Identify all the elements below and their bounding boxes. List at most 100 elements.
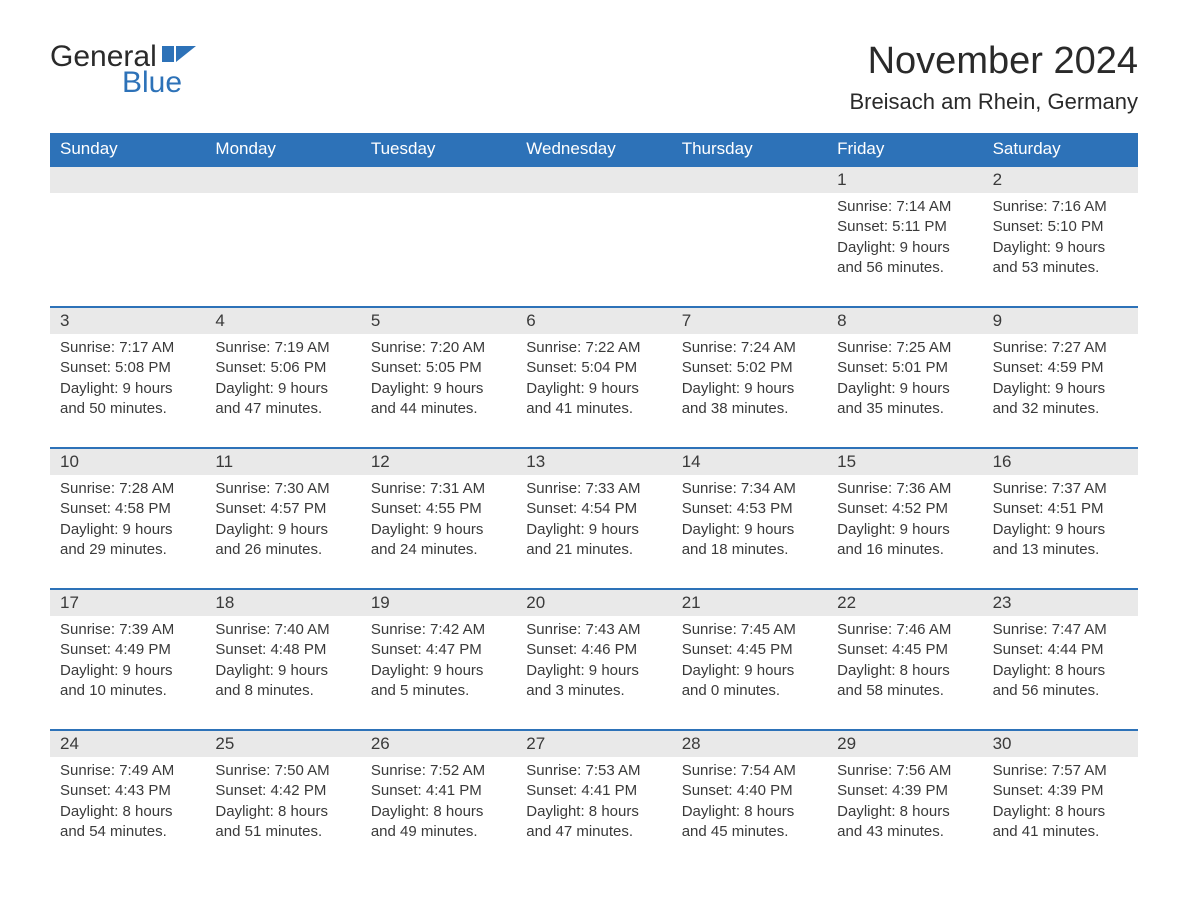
daylight-line: Daylight: 9 hours and 0 minutes. xyxy=(682,661,817,702)
day-cell: 22Sunrise: 7:46 AMSunset: 4:45 PMDayligh… xyxy=(827,590,982,729)
day-cell: 9Sunrise: 7:27 AMSunset: 4:59 PMDaylight… xyxy=(983,308,1138,447)
daylight-line: Daylight: 9 hours and 13 minutes. xyxy=(993,520,1128,561)
day-cell xyxy=(516,167,671,306)
sunrise-line: Sunrise: 7:50 AM xyxy=(215,761,350,781)
day-number: 29 xyxy=(827,731,982,757)
sunrise-line: Sunrise: 7:20 AM xyxy=(371,338,506,358)
day-content: Sunrise: 7:43 AMSunset: 4:46 PMDaylight:… xyxy=(516,616,671,701)
sunset-line: Sunset: 4:42 PM xyxy=(215,781,350,801)
daylight-line: Daylight: 9 hours and 32 minutes. xyxy=(993,379,1128,420)
day-cell: 25Sunrise: 7:50 AMSunset: 4:42 PMDayligh… xyxy=(205,731,360,870)
day-number: 5 xyxy=(361,308,516,334)
day-cell: 19Sunrise: 7:42 AMSunset: 4:47 PMDayligh… xyxy=(361,590,516,729)
calendar: SundayMondayTuesdayWednesdayThursdayFrid… xyxy=(50,133,1138,870)
daylight-line: Daylight: 8 hours and 58 minutes. xyxy=(837,661,972,702)
sunrise-line: Sunrise: 7:39 AM xyxy=(60,620,195,640)
sunrise-line: Sunrise: 7:40 AM xyxy=(215,620,350,640)
daylight-line: Daylight: 8 hours and 47 minutes. xyxy=(526,802,661,843)
day-content: Sunrise: 7:52 AMSunset: 4:41 PMDaylight:… xyxy=(361,757,516,842)
sunrise-line: Sunrise: 7:14 AM xyxy=(837,197,972,217)
sunset-line: Sunset: 5:10 PM xyxy=(993,217,1128,237)
daylight-line: Daylight: 9 hours and 18 minutes. xyxy=(682,520,817,561)
sunrise-line: Sunrise: 7:45 AM xyxy=(682,620,817,640)
day-number: 9 xyxy=(983,308,1138,334)
sunrise-line: Sunrise: 7:36 AM xyxy=(837,479,972,499)
day-number: 12 xyxy=(361,449,516,475)
day-cell xyxy=(50,167,205,306)
day-number xyxy=(361,167,516,193)
day-content: Sunrise: 7:50 AMSunset: 4:42 PMDaylight:… xyxy=(205,757,360,842)
sunset-line: Sunset: 4:43 PM xyxy=(60,781,195,801)
week-row: 24Sunrise: 7:49 AMSunset: 4:43 PMDayligh… xyxy=(50,729,1138,870)
daylight-line: Daylight: 8 hours and 41 minutes. xyxy=(993,802,1128,843)
day-number: 19 xyxy=(361,590,516,616)
day-content: Sunrise: 7:20 AMSunset: 5:05 PMDaylight:… xyxy=(361,334,516,419)
day-content: Sunrise: 7:40 AMSunset: 4:48 PMDaylight:… xyxy=(205,616,360,701)
day-number: 30 xyxy=(983,731,1138,757)
day-cell: 23Sunrise: 7:47 AMSunset: 4:44 PMDayligh… xyxy=(983,590,1138,729)
daylight-line: Daylight: 8 hours and 56 minutes. xyxy=(993,661,1128,702)
daylight-line: Daylight: 9 hours and 10 minutes. xyxy=(60,661,195,702)
day-cell: 8Sunrise: 7:25 AMSunset: 5:01 PMDaylight… xyxy=(827,308,982,447)
sunrise-line: Sunrise: 7:30 AM xyxy=(215,479,350,499)
day-cell: 6Sunrise: 7:22 AMSunset: 5:04 PMDaylight… xyxy=(516,308,671,447)
sunrise-line: Sunrise: 7:24 AM xyxy=(682,338,817,358)
day-number: 25 xyxy=(205,731,360,757)
sunset-line: Sunset: 4:49 PM xyxy=(60,640,195,660)
sunrise-line: Sunrise: 7:34 AM xyxy=(682,479,817,499)
sunset-line: Sunset: 4:54 PM xyxy=(526,499,661,519)
day-cell: 28Sunrise: 7:54 AMSunset: 4:40 PMDayligh… xyxy=(672,731,827,870)
daylight-line: Daylight: 8 hours and 54 minutes. xyxy=(60,802,195,843)
sunset-line: Sunset: 5:08 PM xyxy=(60,358,195,378)
sunrise-line: Sunrise: 7:37 AM xyxy=(993,479,1128,499)
sunset-line: Sunset: 4:58 PM xyxy=(60,499,195,519)
weekday-header: Tuesday xyxy=(361,133,516,165)
day-number: 7 xyxy=(672,308,827,334)
day-number: 10 xyxy=(50,449,205,475)
sunset-line: Sunset: 4:46 PM xyxy=(526,640,661,660)
daylight-line: Daylight: 9 hours and 29 minutes. xyxy=(60,520,195,561)
daylight-line: Daylight: 9 hours and 24 minutes. xyxy=(371,520,506,561)
day-content: Sunrise: 7:27 AMSunset: 4:59 PMDaylight:… xyxy=(983,334,1138,419)
day-number: 4 xyxy=(205,308,360,334)
day-cell: 13Sunrise: 7:33 AMSunset: 4:54 PMDayligh… xyxy=(516,449,671,588)
day-number: 17 xyxy=(50,590,205,616)
day-cell: 1Sunrise: 7:14 AMSunset: 5:11 PMDaylight… xyxy=(827,167,982,306)
day-number: 11 xyxy=(205,449,360,475)
day-number: 6 xyxy=(516,308,671,334)
daylight-line: Daylight: 9 hours and 8 minutes. xyxy=(215,661,350,702)
sunrise-line: Sunrise: 7:56 AM xyxy=(837,761,972,781)
sunset-line: Sunset: 4:51 PM xyxy=(993,499,1128,519)
day-content: Sunrise: 7:25 AMSunset: 5:01 PMDaylight:… xyxy=(827,334,982,419)
day-content: Sunrise: 7:24 AMSunset: 5:02 PMDaylight:… xyxy=(672,334,827,419)
week-row: 1Sunrise: 7:14 AMSunset: 5:11 PMDaylight… xyxy=(50,165,1138,306)
daylight-line: Daylight: 9 hours and 21 minutes. xyxy=(526,520,661,561)
weekday-header: Sunday xyxy=(50,133,205,165)
daylight-line: Daylight: 9 hours and 5 minutes. xyxy=(371,661,506,702)
day-content: Sunrise: 7:37 AMSunset: 4:51 PMDaylight:… xyxy=(983,475,1138,560)
day-cell xyxy=(205,167,360,306)
daylight-line: Daylight: 9 hours and 44 minutes. xyxy=(371,379,506,420)
day-number: 13 xyxy=(516,449,671,475)
sunrise-line: Sunrise: 7:47 AM xyxy=(993,620,1128,640)
sunset-line: Sunset: 5:06 PM xyxy=(215,358,350,378)
day-number: 21 xyxy=(672,590,827,616)
day-content: Sunrise: 7:22 AMSunset: 5:04 PMDaylight:… xyxy=(516,334,671,419)
day-content: Sunrise: 7:54 AMSunset: 4:40 PMDaylight:… xyxy=(672,757,827,842)
daylight-line: Daylight: 9 hours and 47 minutes. xyxy=(215,379,350,420)
daylight-line: Daylight: 8 hours and 51 minutes. xyxy=(215,802,350,843)
month-title: November 2024 xyxy=(849,40,1138,83)
sunset-line: Sunset: 4:57 PM xyxy=(215,499,350,519)
day-cell: 30Sunrise: 7:57 AMSunset: 4:39 PMDayligh… xyxy=(983,731,1138,870)
day-cell: 11Sunrise: 7:30 AMSunset: 4:57 PMDayligh… xyxy=(205,449,360,588)
day-content: Sunrise: 7:53 AMSunset: 4:41 PMDaylight:… xyxy=(516,757,671,842)
daylight-line: Daylight: 9 hours and 56 minutes. xyxy=(837,238,972,279)
sunset-line: Sunset: 5:11 PM xyxy=(837,217,972,237)
daylight-line: Daylight: 9 hours and 16 minutes. xyxy=(837,520,972,561)
daylight-line: Daylight: 9 hours and 38 minutes. xyxy=(682,379,817,420)
weekday-header: Friday xyxy=(827,133,982,165)
day-content: Sunrise: 7:19 AMSunset: 5:06 PMDaylight:… xyxy=(205,334,360,419)
day-content: Sunrise: 7:30 AMSunset: 4:57 PMDaylight:… xyxy=(205,475,360,560)
sunset-line: Sunset: 4:45 PM xyxy=(837,640,972,660)
day-cell: 29Sunrise: 7:56 AMSunset: 4:39 PMDayligh… xyxy=(827,731,982,870)
